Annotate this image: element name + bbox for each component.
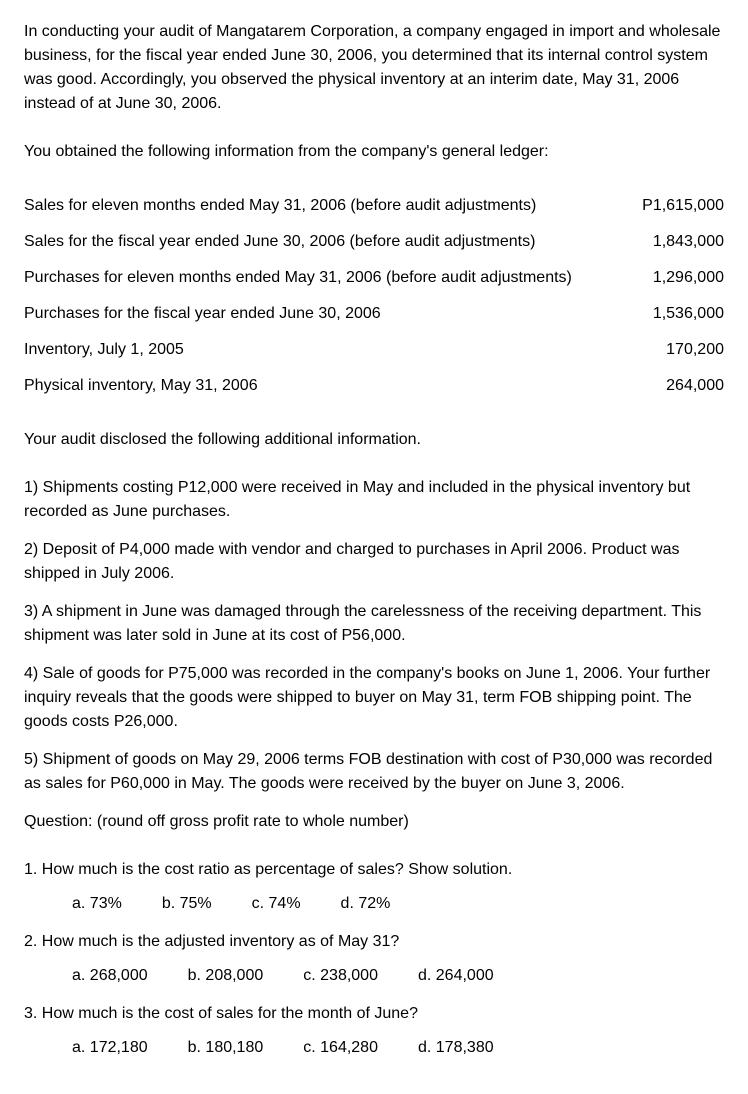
option: a. 268,000 (72, 964, 148, 988)
option: b. 75% (162, 892, 212, 916)
option: b. 208,000 (188, 964, 264, 988)
option: d. 72% (341, 892, 391, 916)
table-row: Sales for eleven months ended May 31, 20… (24, 188, 724, 224)
option: c. 74% (252, 892, 301, 916)
table-row: Purchases for the fiscal year ended June… (24, 296, 724, 332)
ledger-label: Physical inventory, May 31, 2006 (24, 368, 624, 404)
ledger-value: 1,536,000 (624, 296, 724, 332)
additional-item: 1) Shipments costing P12,000 were receiv… (24, 476, 724, 524)
ledger-value: 264,000 (624, 368, 724, 404)
additional-item: 5) Shipment of goods on May 29, 2006 ter… (24, 748, 724, 796)
additional-intro: Your audit disclosed the following addit… (24, 428, 724, 452)
question-text: 1. How much is the cost ratio as percent… (24, 858, 724, 882)
question-options: a. 268,000 b. 208,000 c. 238,000 d. 264,… (72, 964, 724, 988)
questions-section: Question: (round off gross profit rate t… (24, 810, 724, 1060)
table-row: Purchases for eleven months ended May 31… (24, 260, 724, 296)
ledger-label: Purchases for the fiscal year ended June… (24, 296, 624, 332)
ledger-label: Sales for the fiscal year ended June 30,… (24, 224, 624, 260)
ledger-value: 170,200 (624, 332, 724, 368)
additional-item: 3) A shipment in June was damaged throug… (24, 600, 724, 648)
option: a. 172,180 (72, 1036, 148, 1060)
ledger-label: Sales for eleven months ended May 31, 20… (24, 188, 624, 224)
ledger-label: Purchases for eleven months ended May 31… (24, 260, 624, 296)
question-options: a. 73% b. 75% c. 74% d. 72% (72, 892, 724, 916)
option: d. 264,000 (418, 964, 494, 988)
option: a. 73% (72, 892, 122, 916)
table-row: Sales for the fiscal year ended June 30,… (24, 224, 724, 260)
option: c. 238,000 (303, 964, 378, 988)
question-intro: Question: (round off gross profit rate t… (24, 810, 724, 834)
intro-paragraph: In conducting your audit of Mangatarem C… (24, 20, 724, 116)
ledger-intro: You obtained the following information f… (24, 140, 724, 164)
question-text: 3. How much is the cost of sales for the… (24, 1002, 724, 1026)
ledger-table: Sales for eleven months ended May 31, 20… (24, 188, 724, 404)
table-row: Inventory, July 1, 2005 170,200 (24, 332, 724, 368)
question-text: 2. How much is the adjusted inventory as… (24, 930, 724, 954)
additional-item: 2) Deposit of P4,000 made with vendor an… (24, 538, 724, 586)
table-row: Physical inventory, May 31, 2006 264,000 (24, 368, 724, 404)
ledger-label: Inventory, July 1, 2005 (24, 332, 624, 368)
ledger-value: P1,615,000 (624, 188, 724, 224)
option: b. 180,180 (188, 1036, 264, 1060)
question-options: a. 172,180 b. 180,180 c. 164,280 d. 178,… (72, 1036, 724, 1060)
option: d. 178,380 (418, 1036, 494, 1060)
option: c. 164,280 (303, 1036, 378, 1060)
ledger-value: 1,843,000 (624, 224, 724, 260)
additional-item: 4) Sale of goods for P75,000 was recorde… (24, 662, 724, 734)
ledger-value: 1,296,000 (624, 260, 724, 296)
